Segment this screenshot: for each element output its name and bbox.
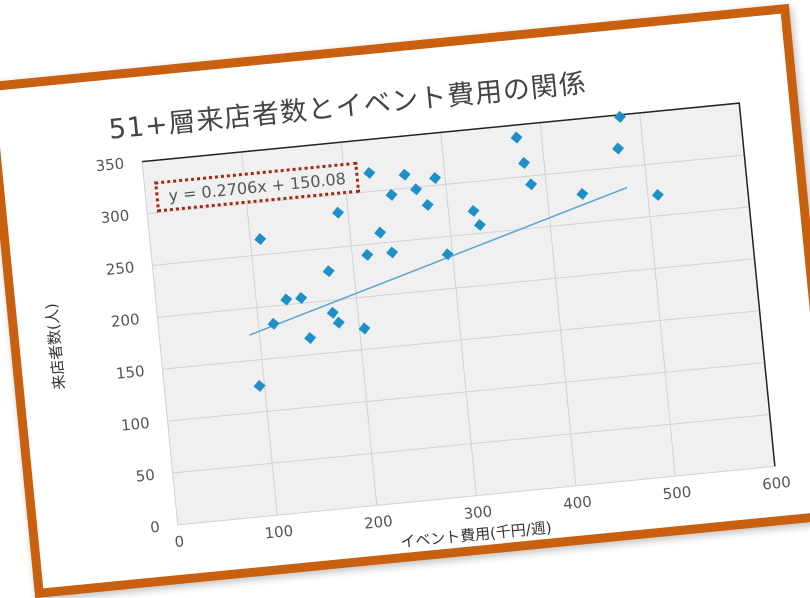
data-point (421, 198, 434, 211)
x-tick-label: 0 (174, 532, 185, 551)
data-point (612, 142, 625, 155)
data-point (398, 168, 411, 181)
y-tick-label: 150 (115, 362, 145, 383)
y-gridline (147, 154, 745, 215)
x-tick-label: 200 (363, 512, 393, 533)
data-point (253, 379, 266, 392)
data-point (332, 316, 345, 329)
x-tick-label: 300 (463, 502, 493, 523)
y-gridline (177, 465, 775, 526)
data-point (441, 248, 454, 261)
y-gridline (162, 310, 760, 370)
y-tick-label: 300 (100, 206, 130, 227)
scatter-plot: 0 100 200 300 400 500 600 0 50 100 150 200 250 300 350 (95, 102, 792, 551)
data-point (326, 306, 339, 319)
y-gridline (172, 413, 770, 474)
data-point (525, 178, 538, 191)
data-point (295, 292, 308, 304)
data-point (510, 131, 523, 144)
x-gridline (639, 112, 676, 477)
data-point (267, 317, 280, 330)
data-point (467, 204, 480, 217)
x-gridline (440, 132, 477, 496)
data-point (385, 188, 398, 201)
x-tick-label: 600 (761, 473, 791, 494)
y-tick-label: 350 (95, 154, 125, 175)
y-gridline (157, 258, 755, 318)
data-point (358, 322, 371, 335)
y-tick-label: 200 (110, 310, 140, 331)
data-point (386, 246, 399, 259)
chart-frame: 51+層来店者数とイベント費用の関係 0 100 200 300 400 500 600 0 5… (0, 3, 810, 598)
y-tick-label: 250 (105, 258, 135, 279)
data-point (361, 248, 374, 261)
data-point (651, 188, 664, 201)
x-gridline (539, 122, 577, 486)
data-point (429, 172, 442, 184)
x-gridline (141, 161, 179, 525)
trendline (249, 186, 628, 336)
data-point (363, 166, 376, 179)
x-tick-label: 500 (662, 483, 692, 504)
plot-border (142, 102, 776, 467)
data-point (254, 233, 267, 246)
x-tick-label: 100 (264, 522, 294, 543)
data-point (280, 293, 293, 306)
y-gridline (152, 206, 750, 266)
data-point (473, 218, 486, 231)
data-point (374, 226, 387, 239)
data-point (410, 183, 423, 196)
x-gridline (340, 142, 378, 506)
data-point (518, 157, 531, 169)
x-tick-label: 400 (562, 492, 592, 513)
x-gridline (241, 151, 278, 516)
data-point (614, 110, 626, 123)
y-tick-label: 0 (149, 518, 160, 537)
data-point (332, 206, 344, 219)
data-point (322, 265, 335, 278)
y-tick-label: 100 (120, 414, 150, 435)
y-gridline (167, 362, 765, 422)
y-tick-label: 50 (135, 466, 156, 486)
data-point (576, 187, 589, 200)
data-point (304, 332, 317, 344)
